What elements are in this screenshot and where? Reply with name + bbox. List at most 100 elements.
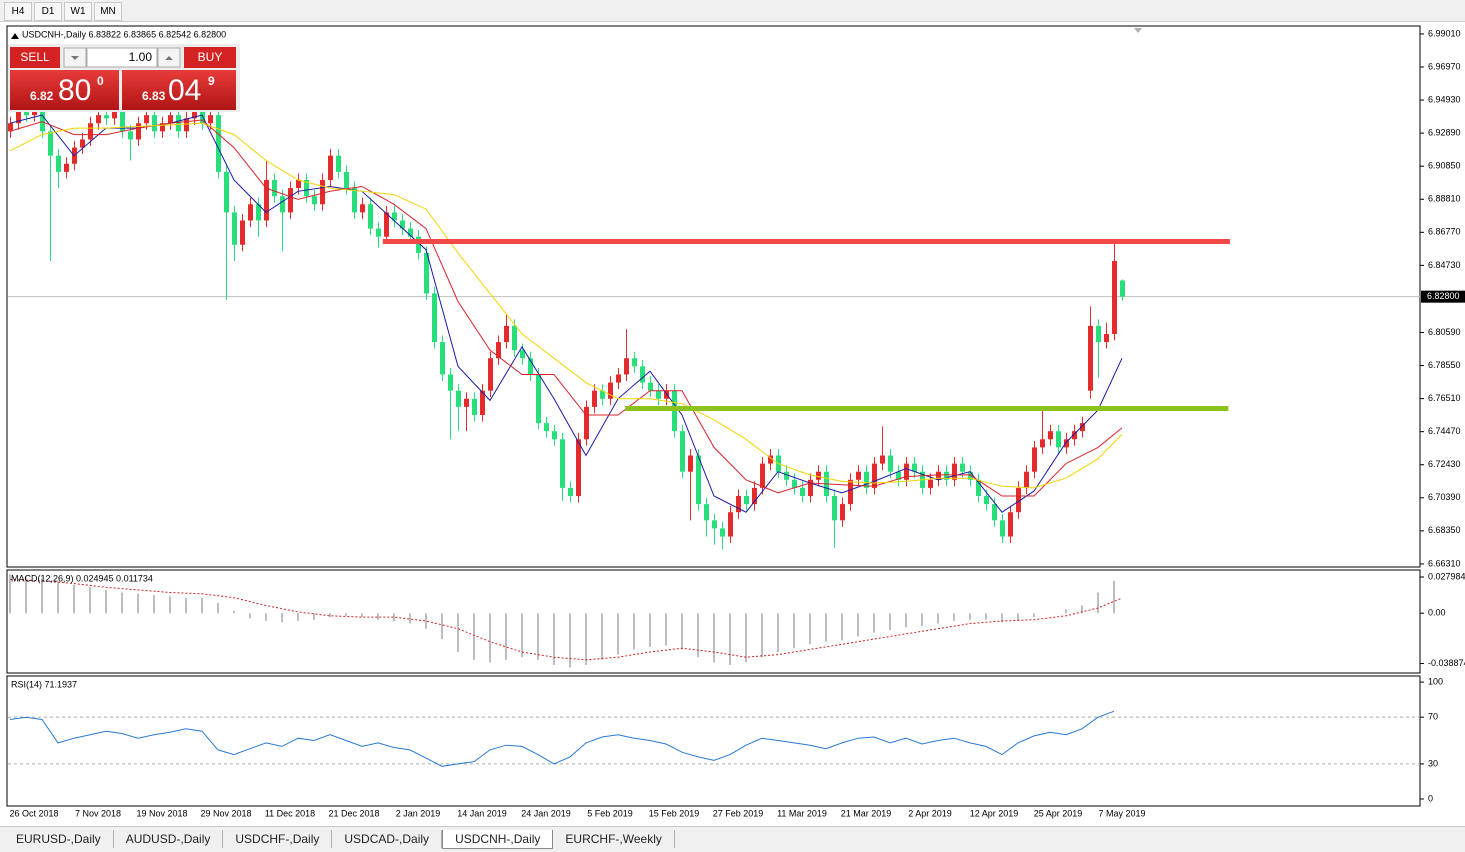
candle-body (408, 228, 413, 237)
candle-body (488, 358, 493, 391)
candle-body (576, 439, 581, 497)
buy-label: BUY (198, 50, 223, 64)
lots-input[interactable] (86, 47, 158, 68)
candle-body (968, 471, 973, 480)
candle-body (688, 455, 693, 472)
timeframe-button[interactable]: D1 (34, 2, 62, 21)
candle-body (728, 512, 733, 537)
y-tick-label: 6.72430 (1428, 459, 1461, 469)
candle-body (912, 463, 917, 472)
candle-body (616, 374, 621, 383)
candle-body (400, 220, 405, 229)
timeframe-button[interactable]: MN (94, 2, 122, 21)
x-tick-label: 24 Jan 2019 (521, 808, 571, 818)
candle-body (848, 479, 853, 505)
candle-body (384, 212, 389, 237)
candle-body (416, 236, 421, 253)
timeframe-button[interactable]: W1 (64, 2, 92, 21)
candle-body (560, 439, 565, 488)
candle-body (168, 115, 173, 124)
candle-body (704, 504, 709, 521)
candle-body (344, 171, 349, 189)
candle-body (504, 325, 509, 343)
y-tick-label: 30 (1428, 758, 1438, 768)
chart-tab[interactable]: USDCAD-,Daily (332, 830, 443, 848)
candle-body (1072, 431, 1077, 440)
candle-body (312, 196, 317, 205)
candle-body (280, 196, 285, 213)
chart-tab[interactable]: EURCHF-,Weekly (553, 830, 675, 848)
candle-body (432, 293, 437, 343)
candle-body (512, 325, 517, 351)
candle-body (376, 228, 381, 237)
candle-body (240, 220, 245, 245)
candle-body (712, 520, 717, 529)
candle-body (104, 115, 109, 119)
sell-price-box[interactable] (10, 70, 119, 110)
x-tick-label: 2 Jan 2019 (396, 808, 441, 818)
candle-body (944, 471, 949, 480)
candle-body (672, 390, 677, 432)
candle-body (648, 382, 653, 391)
lots-value: 1.00 (129, 50, 153, 64)
candle-body (248, 204, 253, 221)
x-tick-label: 5 Feb 2019 (587, 808, 633, 818)
candle-body (456, 390, 461, 407)
candle-body (928, 479, 933, 488)
chart-tab[interactable]: USDCNH-,Daily (442, 830, 554, 849)
x-tick-label: 2 Apr 2019 (908, 808, 952, 818)
moving-average (9, 122, 1123, 489)
chart-tabs: EURUSD-,Daily AUDUSD-,Daily USDCHF-,Daily U… (0, 826, 1465, 852)
current-price-label: 6.82800 (1427, 291, 1460, 301)
candle-body (896, 471, 901, 480)
y-tick-label: 6.70390 (1428, 492, 1461, 502)
candle-body (552, 431, 557, 440)
x-tick-label: 21 Mar 2019 (841, 808, 892, 818)
candle-body (696, 455, 701, 505)
candle-body (528, 358, 533, 375)
y-tick-label: 6.94930 (1428, 94, 1461, 104)
chart-tab[interactable]: EURUSD-,Daily (4, 830, 114, 848)
buy-price-box[interactable] (122, 70, 236, 110)
chart-tab[interactable]: AUDUSD-,Daily (114, 830, 224, 848)
candle-body (824, 471, 829, 497)
y-tick-label: 6.66310 (1428, 558, 1461, 568)
candle-body (1080, 423, 1085, 432)
candle-body (368, 204, 373, 229)
candle-body (568, 487, 573, 497)
x-tick-label: 7 May 2019 (1098, 808, 1145, 818)
candle-body (64, 163, 69, 172)
x-tick-label: 29 Nov 2018 (200, 808, 251, 818)
candle-body (656, 390, 661, 399)
y-tick-label: 6.84730 (1428, 260, 1461, 270)
candle-body (1016, 487, 1021, 513)
candle-body (176, 115, 181, 132)
y-tick-label: 70 (1428, 712, 1438, 722)
candle-body (632, 358, 637, 367)
timeframe-button[interactable]: H4 (4, 2, 32, 21)
candle-body (1112, 261, 1117, 334)
candle-body (872, 463, 877, 488)
candle-body (136, 123, 141, 140)
candle-body (752, 487, 757, 505)
y-tick-label: 6.96970 (1428, 61, 1461, 71)
candle-body (984, 496, 989, 505)
y-tick-label: 0 (1428, 793, 1433, 803)
moving-average (9, 119, 1123, 497)
candle-body (936, 471, 941, 480)
moving-average (9, 114, 1123, 513)
indicator-title: RSI(14) 71.1937 (11, 679, 77, 689)
chart-tab[interactable]: USDCHF-,Daily (223, 830, 333, 848)
candle-body (1040, 439, 1045, 448)
candle-body (288, 188, 293, 213)
candle-body (600, 390, 605, 399)
candle-body (784, 471, 789, 480)
candle-body (128, 131, 133, 140)
current-price-tag (1421, 290, 1465, 303)
sell-button[interactable] (10, 47, 60, 68)
candle-body (768, 455, 773, 464)
buy-button[interactable] (184, 47, 236, 68)
candle-body (520, 350, 525, 359)
y-tick-label: 0.027984 (1428, 571, 1465, 581)
candle-body (1088, 325, 1093, 391)
